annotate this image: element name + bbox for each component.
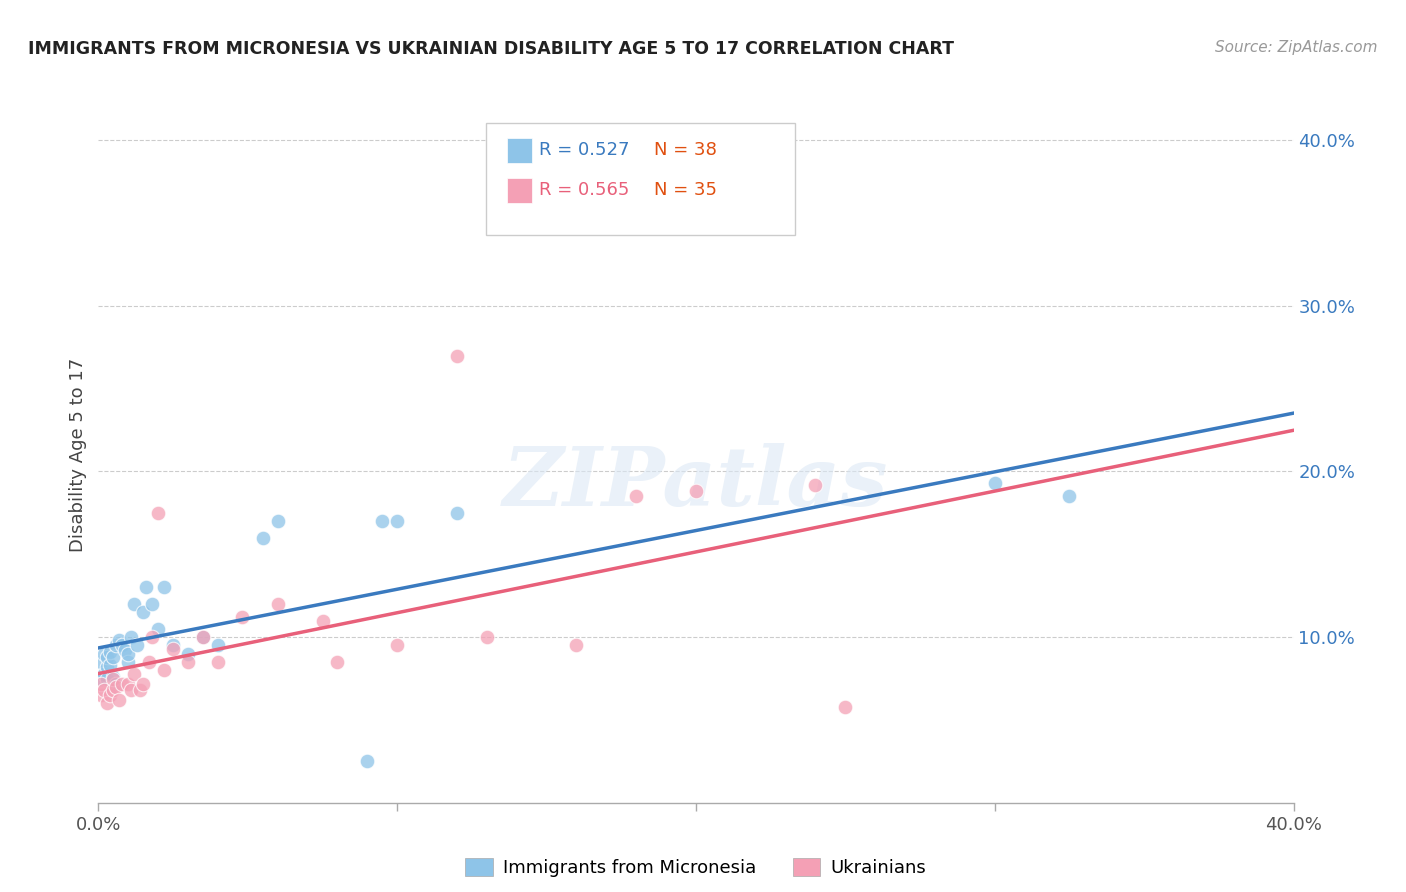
Text: R = 0.565: R = 0.565 bbox=[540, 181, 630, 199]
Point bbox=[132, 605, 155, 619]
Text: ZIPatlas: ZIPatlas bbox=[503, 442, 889, 523]
Point bbox=[446, 506, 468, 520]
Point bbox=[385, 514, 409, 528]
Point bbox=[626, 489, 648, 503]
Point bbox=[177, 655, 200, 669]
Point bbox=[90, 676, 112, 690]
Point bbox=[138, 655, 160, 669]
Text: N = 35: N = 35 bbox=[655, 181, 717, 199]
Point bbox=[191, 630, 214, 644]
Point bbox=[685, 484, 707, 499]
Point bbox=[207, 655, 229, 669]
Point bbox=[96, 672, 118, 686]
Text: Source: ZipAtlas.com: Source: ZipAtlas.com bbox=[1215, 40, 1378, 55]
Point bbox=[984, 476, 1007, 491]
Y-axis label: Disability Age 5 to 17: Disability Age 5 to 17 bbox=[69, 358, 87, 552]
Point bbox=[105, 676, 128, 690]
Point bbox=[162, 639, 184, 653]
Point bbox=[231, 610, 253, 624]
Legend: Immigrants from Micronesia, Ukrainians: Immigrants from Micronesia, Ukrainians bbox=[458, 850, 934, 884]
Point bbox=[311, 614, 333, 628]
Point bbox=[129, 683, 152, 698]
Point bbox=[446, 349, 468, 363]
Point bbox=[103, 672, 125, 686]
Point bbox=[153, 663, 176, 677]
Point bbox=[90, 688, 112, 702]
Point bbox=[191, 630, 214, 644]
Point bbox=[98, 688, 122, 702]
Point bbox=[148, 506, 170, 520]
Point bbox=[117, 647, 139, 661]
Point bbox=[162, 641, 184, 656]
Point bbox=[111, 676, 134, 690]
Point bbox=[105, 680, 128, 694]
Point bbox=[135, 581, 157, 595]
Point bbox=[103, 683, 125, 698]
Text: N = 38: N = 38 bbox=[655, 141, 717, 159]
Point bbox=[141, 630, 163, 644]
Point bbox=[103, 650, 125, 665]
Point bbox=[252, 531, 274, 545]
Point bbox=[267, 597, 290, 611]
Point bbox=[98, 645, 122, 659]
Point bbox=[565, 639, 588, 653]
Point bbox=[371, 514, 394, 528]
Point bbox=[804, 477, 827, 491]
Point bbox=[124, 597, 146, 611]
Point bbox=[120, 630, 142, 644]
Point bbox=[326, 655, 349, 669]
Point bbox=[114, 643, 136, 657]
Point bbox=[153, 581, 176, 595]
Text: IMMIGRANTS FROM MICRONESIA VS UKRAINIAN DISABILITY AGE 5 TO 17 CORRELATION CHART: IMMIGRANTS FROM MICRONESIA VS UKRAINIAN … bbox=[28, 40, 955, 58]
Point bbox=[124, 666, 146, 681]
Point bbox=[90, 655, 112, 669]
Point bbox=[834, 699, 856, 714]
Point bbox=[117, 655, 139, 669]
Point bbox=[117, 676, 139, 690]
Point bbox=[108, 633, 131, 648]
Point bbox=[120, 683, 142, 698]
Point bbox=[385, 639, 409, 653]
Point bbox=[98, 658, 122, 673]
Point bbox=[111, 639, 134, 653]
Point bbox=[96, 660, 118, 674]
Point bbox=[105, 639, 128, 653]
Point bbox=[108, 693, 131, 707]
Point bbox=[177, 647, 200, 661]
Point bbox=[148, 622, 170, 636]
Text: R = 0.527: R = 0.527 bbox=[540, 141, 630, 159]
Point bbox=[267, 514, 290, 528]
Point bbox=[127, 639, 149, 653]
Point bbox=[96, 650, 118, 665]
Point bbox=[103, 670, 125, 684]
Point bbox=[141, 597, 163, 611]
Point bbox=[90, 672, 112, 686]
Point bbox=[93, 647, 115, 661]
Point bbox=[96, 697, 118, 711]
Point bbox=[1059, 489, 1081, 503]
Point bbox=[475, 630, 498, 644]
Point bbox=[356, 755, 378, 769]
Point bbox=[93, 666, 115, 681]
Point bbox=[132, 676, 155, 690]
Point bbox=[93, 683, 115, 698]
Point bbox=[207, 639, 229, 653]
